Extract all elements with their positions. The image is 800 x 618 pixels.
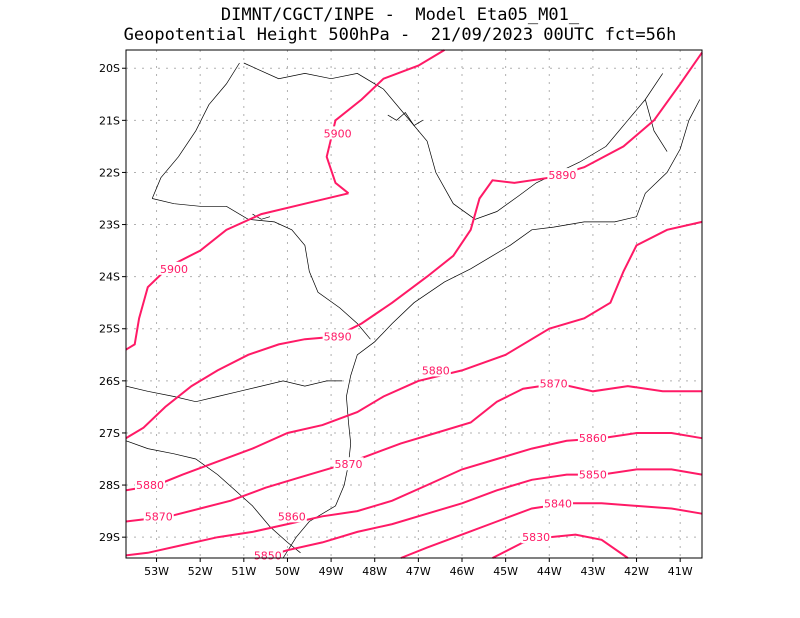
lon-tick-label: 47W [406, 565, 431, 578]
height-contours [125, 49, 703, 559]
lon-tick-label: 42W [624, 565, 649, 578]
contour-line [125, 220, 703, 492]
lon-tick-label: 46W [450, 565, 475, 578]
lon-tick-label: 44W [537, 565, 562, 578]
map-title-line2: Geopotential Height 500hPa - 21/09/2023 … [123, 25, 677, 45]
contour-labels: 5900 5900 5890 5890 5880 5880 5870 5870 5870 5860… [135, 126, 608, 562]
latitude-axis: 20S 21S 22S 23S 24S 25S 26S 27S 28S 29S [99, 62, 126, 544]
contour-label-bg [135, 478, 165, 492]
boundary-line [125, 440, 301, 554]
lon-tick-label: 48W [362, 565, 387, 578]
contour-label-bg [543, 496, 573, 510]
contour-label-bg [143, 509, 174, 523]
lat-tick-label: 25S [99, 323, 120, 336]
contour-line [261, 468, 703, 559]
contour-line [125, 52, 703, 440]
contour-label-bg [577, 431, 608, 445]
boundary-line [152, 198, 371, 340]
contour-line [325, 49, 446, 195]
boundary-line [125, 380, 342, 403]
contour-label: 5900 [160, 263, 188, 276]
lat-tick-label: 22S [99, 166, 120, 179]
contour-label: 5870 [145, 510, 173, 523]
contour-label-bg [276, 509, 307, 523]
boundary-line [387, 111, 423, 126]
contour-label: 5850 [579, 469, 607, 482]
lon-tick-label: 52W [188, 565, 213, 578]
boundary-line [151, 62, 240, 199]
contour-label: 5870 [335, 458, 363, 471]
contour-label: 5890 [324, 331, 352, 344]
contour-label: 5860 [278, 510, 306, 523]
contour-label: 5860 [579, 432, 607, 445]
lat-tick-label: 24S [99, 271, 120, 284]
contour-label: 5850 [254, 549, 282, 562]
contour-line [125, 192, 349, 351]
contour-label: 5830 [522, 531, 550, 544]
map-title-line1: DIMNT/CGCT/INPE - Model Eta05_M01_ [220, 5, 580, 25]
lon-tick-label: 51W [231, 565, 256, 578]
lon-tick-label: 41W [668, 565, 693, 578]
contour-label-bg [577, 467, 608, 481]
map-frame [125, 49, 703, 559]
lat-tick-label: 29S [99, 531, 120, 544]
contour-label-bg [538, 376, 569, 390]
contour-line [400, 502, 703, 559]
boundary-line [644, 99, 668, 152]
lon-tick-label: 45W [493, 565, 518, 578]
contour-label: 5870 [540, 377, 568, 390]
contour-label: 5840 [544, 497, 572, 510]
contour-label-bg [159, 261, 189, 275]
lon-tick-label: 49W [319, 565, 344, 578]
lat-tick-label: 20S [99, 62, 120, 75]
lon-tick-label: 50W [275, 565, 300, 578]
contour-label: 5880 [422, 364, 450, 377]
contour-label-bg [420, 363, 451, 377]
coastline-and-borders [125, 62, 701, 559]
contour-line [492, 533, 629, 559]
lon-tick-label: 53W [144, 565, 169, 578]
lat-tick-label: 21S [99, 114, 120, 127]
contour-label: 5890 [548, 169, 576, 182]
lat-lon-grid [126, 50, 702, 558]
contour-label-bg [547, 168, 578, 182]
lat-tick-label: 27S [99, 427, 120, 440]
contour-label: 5880 [136, 479, 164, 492]
contour-line [125, 382, 702, 523]
contour-label-bg [333, 457, 364, 471]
contour-label-bg [322, 126, 353, 140]
contour-label-bg [521, 530, 552, 544]
longitude-axis: 53W 52W 51W 50W 49W 48W 47W 46W 45W 44W 43W 42W 41W [144, 558, 693, 578]
contour-label: 5900 [324, 127, 352, 140]
contour-label-bg [322, 329, 353, 343]
lon-tick-label: 43W [580, 565, 605, 578]
lat-tick-label: 28S [99, 479, 120, 492]
boundary-line [282, 99, 701, 559]
lat-tick-label: 26S [99, 375, 120, 388]
lat-tick-label: 23S [99, 219, 120, 232]
boundary-line [243, 62, 663, 220]
